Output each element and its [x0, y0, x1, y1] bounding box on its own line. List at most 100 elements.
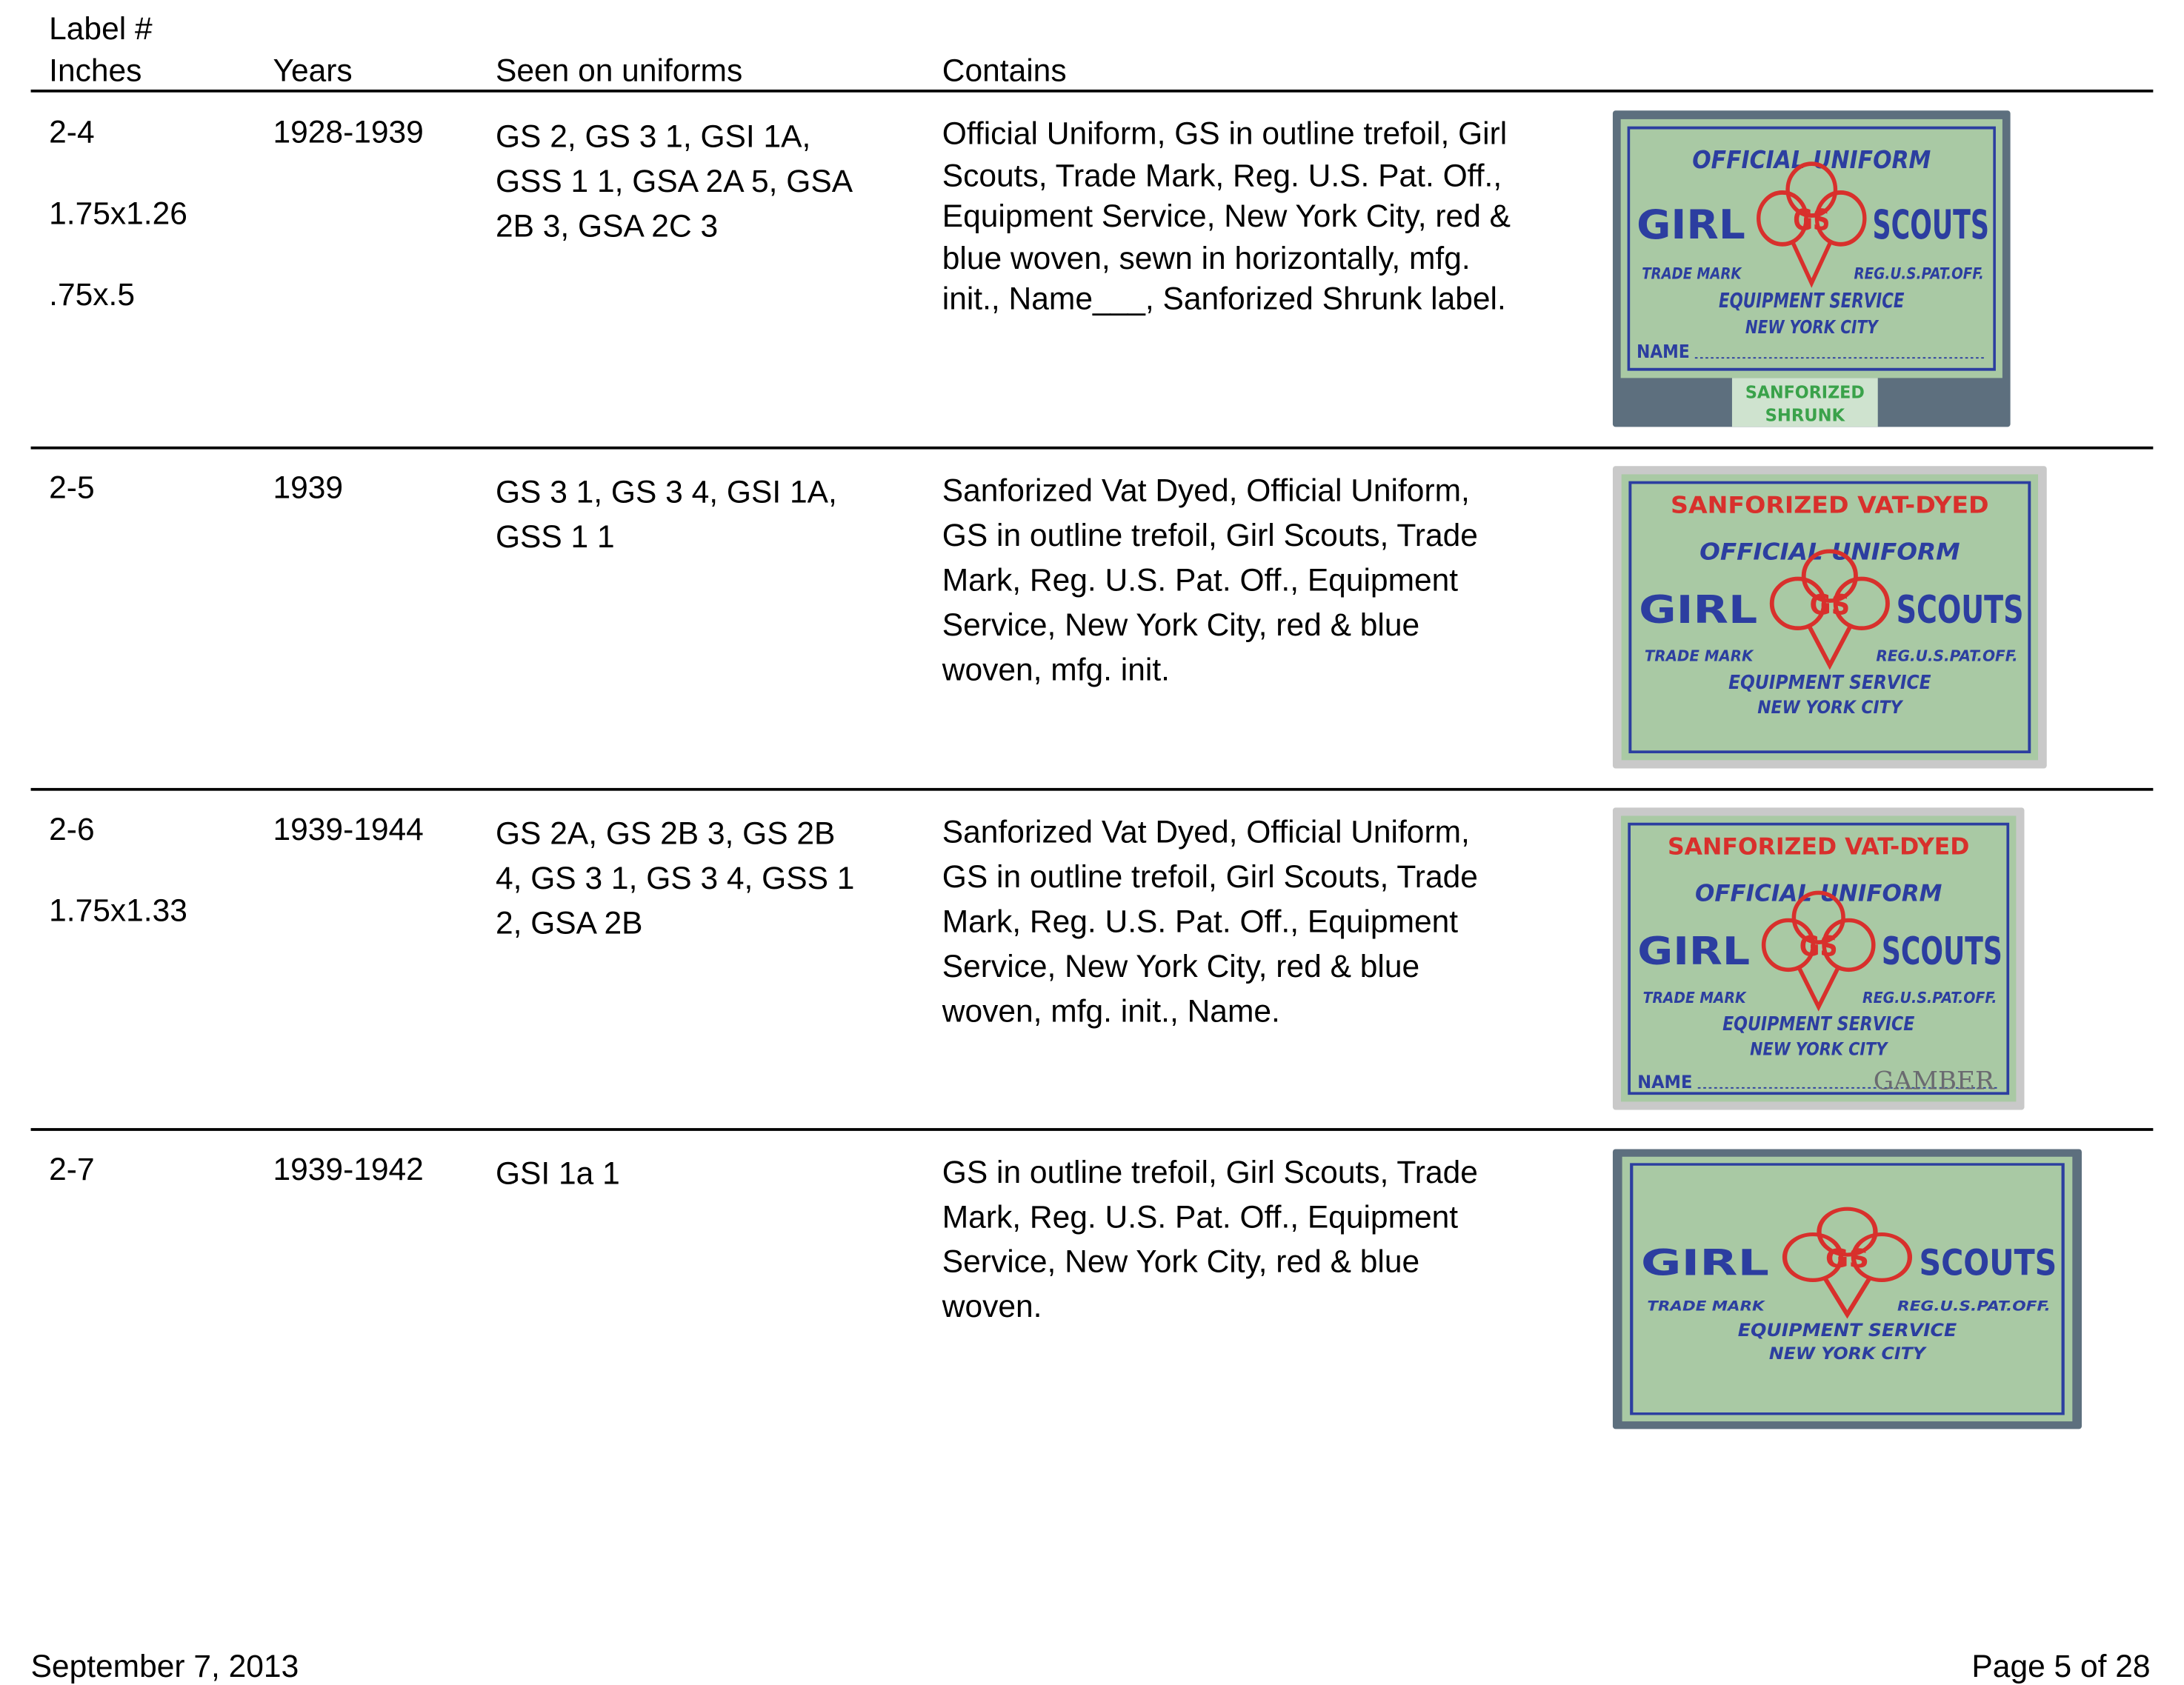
svg-text:GIRL: GIRL [1641, 1242, 1769, 1284]
svg-text:SANFORIZED VAT-DYED: SANFORIZED VAT-DYED [1671, 491, 1989, 518]
contains-line: init., Name___, Sanforized Shrunk label. [942, 281, 1506, 317]
contains-line: Sanforized Vat Dyed, Official Uniform, [942, 473, 1470, 508]
svg-text:OFFICIAL UNIFORM: OFFICIAL UNIFORM [1692, 147, 1931, 174]
label-line: 2-4 [49, 114, 95, 150]
svg-text:NEW YORK CITY: NEW YORK CITY [1750, 1038, 1888, 1059]
label-line: 1.75x1.26 [49, 196, 187, 231]
svg-text:GAMBER: GAMBER [1874, 1067, 1995, 1095]
svg-text:SANFORIZED VAT-DYED: SANFORIZED VAT-DYED [1668, 833, 1969, 860]
row-label-number: 2-5 [49, 470, 94, 513]
contains-line: Official Uniform, GS in outline trefoil,… [942, 116, 1508, 152]
seen-line: 2, GSA 2B [495, 905, 643, 941]
seen-line: GSI 1a 1 [495, 1155, 620, 1192]
svg-text:NAME: NAME [1637, 1072, 1692, 1092]
seen-line: 4, GS 3 1, GS 3 4, GSS 1 [495, 861, 855, 896]
contains-line: Mark, Reg. U.S. Pat. Off., Equipment [942, 562, 1459, 598]
svg-text:REG.U.S.PAT.OFF.: REG.U.S.PAT.OFF. [1854, 264, 1984, 283]
contains-line: Service, New York City, red & blue [942, 1244, 1420, 1280]
uniform-label-photo: SANFORIZED VAT-DYED OFFICIAL UNIFORM GS GIR… [1612, 807, 2025, 1110]
svg-text:EQUIPMENT SERVICE: EQUIPMENT SERVICE [1719, 290, 1905, 313]
row-contains: Official Uniform, GS in outline trefoil,… [942, 113, 1511, 320]
seen-line: GS 2A, GS 2B 3, GS 2B [495, 815, 836, 851]
contains-line: Service, New York City, red & blue [942, 607, 1420, 643]
contains-line: woven, mfg. init. [942, 652, 1170, 687]
label-line: 1.75x1.33 [49, 892, 187, 928]
header-years: Years [273, 53, 353, 89]
svg-text:GIRL: GIRL [1639, 587, 1757, 632]
contains-line: blue woven, sewn in horizontally, mfg. [942, 240, 1471, 276]
row-years: 1939-1944 [273, 812, 424, 847]
footer-date: September 7, 2013 [30, 1649, 299, 1684]
seen-line: 2B 3, GSA 2C 3 [495, 208, 719, 244]
row-years: 1939-1942 [273, 1152, 424, 1187]
contains-line: GS in outline trefoil, Girl Scouts, Trad… [942, 859, 1478, 895]
header-label-number: Label # [49, 11, 153, 47]
svg-text:GIRL: GIRL [1637, 201, 1745, 248]
svg-text:SCOUTS: SCOUTS [1897, 587, 2024, 632]
svg-text:EQUIPMENT SERVICE: EQUIPMENT SERVICE [1738, 1321, 1957, 1341]
svg-text:REG.U.S.PAT.OFF.: REG.U.S.PAT.OFF. [1897, 1298, 2051, 1314]
svg-text:TRADE MARK: TRADE MARK [1645, 647, 1754, 664]
row-seen-on-uniforms: GS 3 1, GS 3 4, GSI 1A, GSS 1 1 [496, 470, 837, 560]
svg-text:NAME: NAME [1637, 340, 1690, 362]
svg-text:SHRUNK: SHRUNK [1765, 406, 1846, 426]
contains-line: Scouts, Trade Mark, Reg. U.S. Pat. Off., [942, 157, 1502, 193]
header-seen-on-uniforms: Seen on uniforms [495, 53, 743, 89]
header-inches: Inches [49, 53, 142, 89]
contains-line: Service, New York City, red & blue [942, 949, 1420, 984]
label-line: 2-6 [49, 812, 95, 847]
row-seen-on-uniforms: GSI 1a 1 [496, 1152, 620, 1196]
svg-text:REG.U.S.PAT.OFF.: REG.U.S.PAT.OFF. [1876, 647, 2017, 664]
svg-text:SCOUTS: SCOUTS [1882, 930, 2002, 974]
svg-text:SCOUTS: SCOUTS [1920, 1242, 2057, 1284]
contains-line: GS in outline trefoil, Girl Scouts, Trad… [942, 1155, 1478, 1190]
contains-line: Mark, Reg. U.S. Pat. Off., Equipment [942, 904, 1459, 939]
svg-text:REG.U.S.PAT.OFF.: REG.U.S.PAT.OFF. [1862, 989, 1997, 1007]
row-years: 1928-1939 [273, 114, 424, 150]
row-seen-on-uniforms: GS 2A, GS 2B 3, GS 2B 4, GS 3 1, GS 3 4, … [496, 812, 855, 946]
contains-line: Equipment Service, New York City, red & [942, 198, 1511, 234]
svg-text:TRADE MARK: TRADE MARK [1643, 989, 1748, 1007]
header-contains: Contains [942, 53, 1067, 89]
svg-text:NEW YORK CITY: NEW YORK CITY [1745, 316, 1880, 338]
svg-text:GS: GS [1810, 590, 1851, 621]
svg-text:GS: GS [1793, 203, 1830, 237]
svg-text:NEW YORK CITY: NEW YORK CITY [1769, 1344, 1928, 1363]
svg-text:GIRL: GIRL [1637, 930, 1750, 974]
contains-line: Sanforized Vat Dyed, Official Uniform, [942, 814, 1470, 850]
seen-line: GS 3 1, GS 3 4, GSI 1A, [495, 474, 837, 510]
row-contains: GS in outline trefoil, Girl Scouts, Trad… [942, 1150, 1478, 1329]
row-divider [30, 787, 2154, 790]
label-line: 2-7 [49, 1152, 95, 1187]
footer-page-number: Page 5 of 28 [1971, 1649, 2151, 1684]
svg-text:EQUIPMENT SERVICE: EQUIPMENT SERVICE [1722, 1013, 1914, 1035]
row-contains: Sanforized Vat Dyed, Official Uniform, GS… [942, 810, 1478, 1034]
svg-text:GS: GS [1825, 1244, 1869, 1274]
contains-line: GS in outline trefoil, Girl Scouts, Trad… [942, 518, 1478, 553]
svg-text:EQUIPMENT SERVICE: EQUIPMENT SERVICE [1728, 671, 1931, 693]
row-years: 1939 [273, 470, 344, 506]
seen-line: GS 2, GS 3 1, GSI 1A, [495, 119, 811, 154]
svg-text:SANFORIZED: SANFORIZED [1745, 383, 1865, 403]
svg-text:TRADE MARK: TRADE MARK [1642, 264, 1742, 283]
row-label-number: 2-4 1.75x1.26 .75x.5 [49, 115, 187, 319]
seen-line: GSS 1 1, GSA 2A 5, GSA [495, 164, 853, 199]
uniform-label-photo: SANFORIZED VAT-DYED OFFICIAL UNIFORM GS GIR… [1612, 466, 2047, 769]
row-label-number: 2-6 1.75x1.33 [49, 812, 187, 935]
contains-line: Mark, Reg. U.S. Pat. Off., Equipment [942, 1199, 1459, 1235]
row-divider [30, 1128, 2154, 1130]
header-divider [30, 89, 2154, 92]
svg-text:SCOUTS: SCOUTS [1873, 201, 1989, 248]
seen-line: GSS 1 1 [495, 519, 615, 555]
uniform-label-photo: GS GIRL SCOUTS TRADE MARK REG.U.S.PAT.OFF. EQ… [1612, 1149, 2082, 1429]
contains-line: woven, mfg. init., Name. [942, 993, 1280, 1029]
svg-text:NEW YORK CITY: NEW YORK CITY [1757, 697, 1904, 718]
contains-line: woven. [942, 1289, 1042, 1324]
svg-text:TRADE MARK: TRADE MARK [1647, 1298, 1765, 1314]
label-line: .75x.5 [49, 277, 135, 313]
row-contains: Sanforized Vat Dyed, Official Uniform, GS… [942, 469, 1478, 693]
label-line: 2-5 [49, 470, 95, 506]
uniform-label-photo: SANFORIZED SHRUNK OFFICIAL UNIFORM GS GIRL SC… [1612, 110, 2011, 427]
svg-text:GS: GS [1800, 931, 1838, 963]
